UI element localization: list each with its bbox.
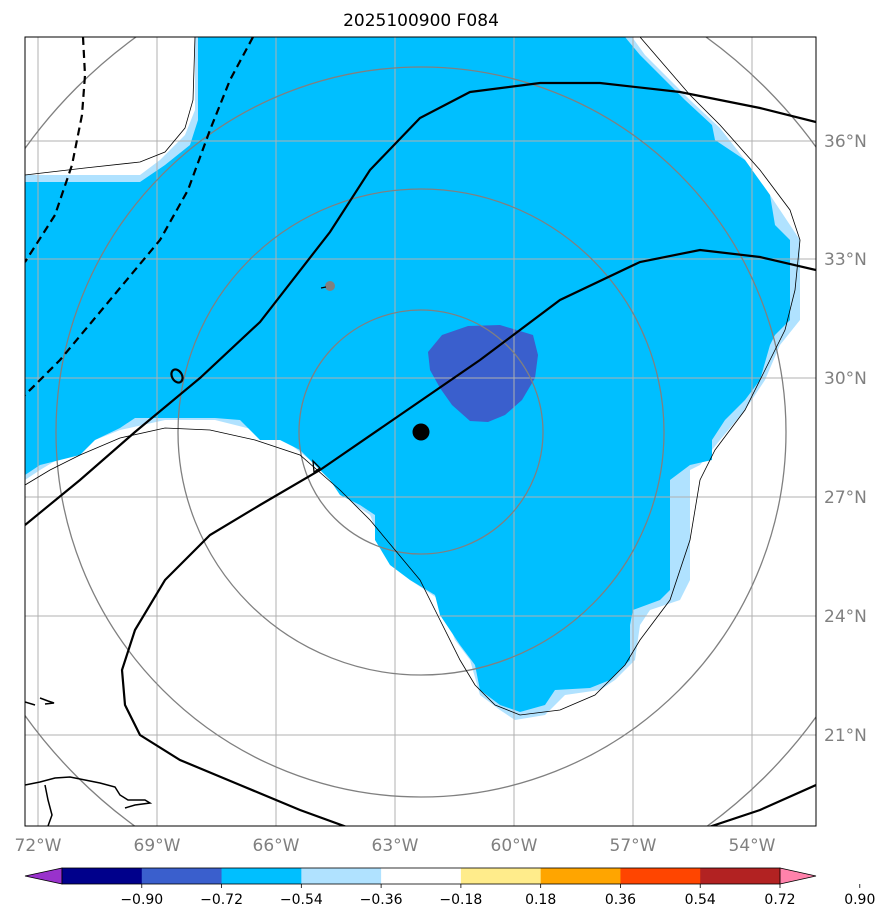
- colorbar-extension-low: [24, 867, 63, 885]
- lon-label: 63°W: [372, 836, 419, 856]
- lon-label: 60°W: [491, 836, 538, 856]
- colorbar-segment: [221, 868, 302, 884]
- colorbar-label: 0.72: [764, 892, 795, 908]
- colorbar-segment: [540, 868, 621, 884]
- secondary-marker-tick: [320, 286, 327, 289]
- small-contour-loop: [170, 368, 184, 384]
- colorbar-segment: [620, 868, 701, 884]
- thick-contours: [25, 81, 816, 826]
- secondary-position-marker: [325, 281, 335, 291]
- colorbar-label: 0.36: [605, 892, 636, 908]
- colorbar-label: 0.54: [685, 892, 716, 908]
- colorbar-segment: [62, 868, 143, 884]
- lat-label: 36°N: [824, 132, 867, 152]
- lon-label: 69°W: [134, 836, 181, 856]
- lat-label: 21°N: [824, 726, 867, 746]
- colorbar-segment: [301, 868, 382, 884]
- colorbar-label: −0.54: [280, 892, 323, 908]
- map-frame: [24, 36, 817, 827]
- small-contour-tick: [312, 459, 322, 474]
- lat-label: 27°N: [824, 488, 867, 508]
- colorbar-segment: [381, 868, 462, 884]
- colorbar-label: 0.18: [525, 892, 556, 908]
- colorbar-frame: [61, 867, 781, 885]
- lon-label: 54°W: [729, 836, 776, 856]
- lat-label: 33°N: [824, 250, 867, 270]
- lon-label: 57°W: [610, 836, 657, 856]
- thin-contours: [25, 37, 801, 716]
- field-medium-region: [25, 37, 790, 712]
- dashed-contours: [25, 37, 254, 396]
- colorbar-label: −0.90: [120, 892, 163, 908]
- gridlines: [25, 37, 816, 826]
- colorbar-label: 0.90: [844, 892, 875, 908]
- map-title: 2025100900 F084: [343, 11, 499, 31]
- lat-label: 30°N: [824, 369, 867, 389]
- lon-label: 72°W: [15, 836, 62, 856]
- colorbar-extension-high: [779, 867, 817, 885]
- colorbar: −0.90 −0.72 −0.54 −0.36 −0.18 0.18 0.36 0.54 0.7…: [24, 867, 875, 908]
- colorbar-segment: [141, 868, 223, 884]
- lat-label: 24°N: [824, 607, 867, 627]
- latitude-labels: 36°N 33°N 30°N 27°N 24°N 21°N: [824, 132, 867, 746]
- longitude-labels: 72°W 69°W 66°W 63°W 60°W 57°W 54°W: [15, 836, 776, 856]
- colorbar-label: −0.18: [439, 892, 482, 908]
- range-ring: [55, 66, 787, 798]
- colorbar-segment: [460, 868, 542, 884]
- coastlines: [25, 697, 153, 826]
- range-ring: [177, 188, 665, 676]
- storm-center-marker: [412, 423, 430, 441]
- range-ring: [298, 309, 544, 555]
- colorbar-segment: [700, 868, 781, 884]
- colorbar-label: −0.36: [360, 892, 403, 908]
- colorbar-label: −0.72: [200, 892, 243, 908]
- lon-label: 66°W: [253, 836, 300, 856]
